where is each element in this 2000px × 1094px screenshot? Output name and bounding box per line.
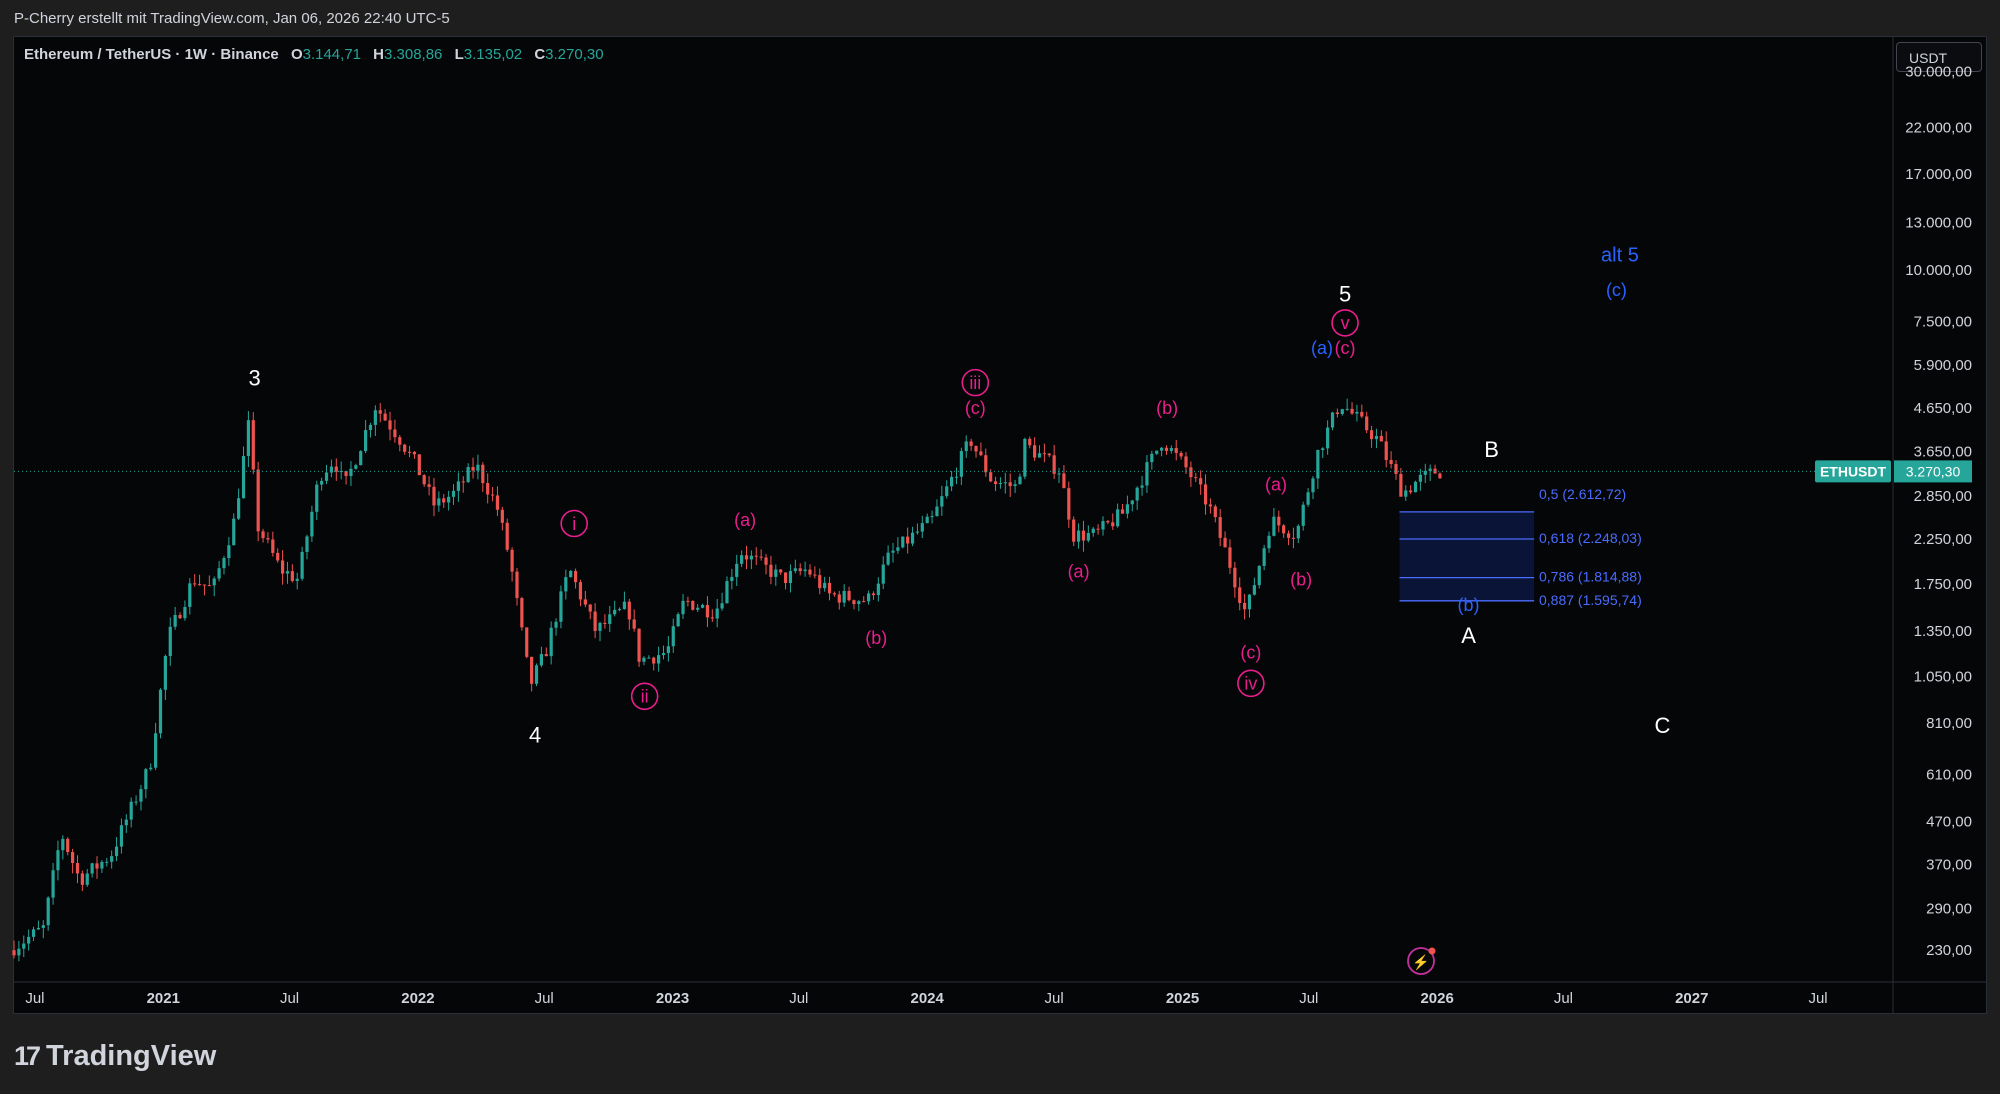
- attribution-text: P-Cherry erstellt mit TradingView.com, J…: [14, 10, 450, 27]
- high-key: H: [373, 46, 385, 63]
- symbol-title[interactable]: Ethereum / TetherUS · 1W · Binance: [24, 46, 279, 63]
- low-value: 3.135,02: [463, 46, 523, 63]
- currency-button[interactable]: USDT: [1896, 42, 1982, 72]
- close-key: C: [534, 46, 546, 63]
- symbol-legend[interactable]: Ethereum / TetherUS · 1W · Binance O3.14…: [24, 46, 604, 63]
- low-key: L: [454, 46, 464, 63]
- open-key: O: [290, 46, 303, 63]
- tradingview-logo[interactable]: 17 TradingView: [14, 1040, 216, 1073]
- tradingview-brand: TradingView: [46, 1040, 217, 1072]
- close-value: 3.270,30: [545, 46, 604, 63]
- chart-pane[interactable]: [13, 36, 1987, 1014]
- high-value: 3.308,86: [384, 46, 443, 63]
- open-value: 3.144,71: [302, 46, 361, 63]
- tradingview-logo-icon: 17: [14, 1041, 41, 1071]
